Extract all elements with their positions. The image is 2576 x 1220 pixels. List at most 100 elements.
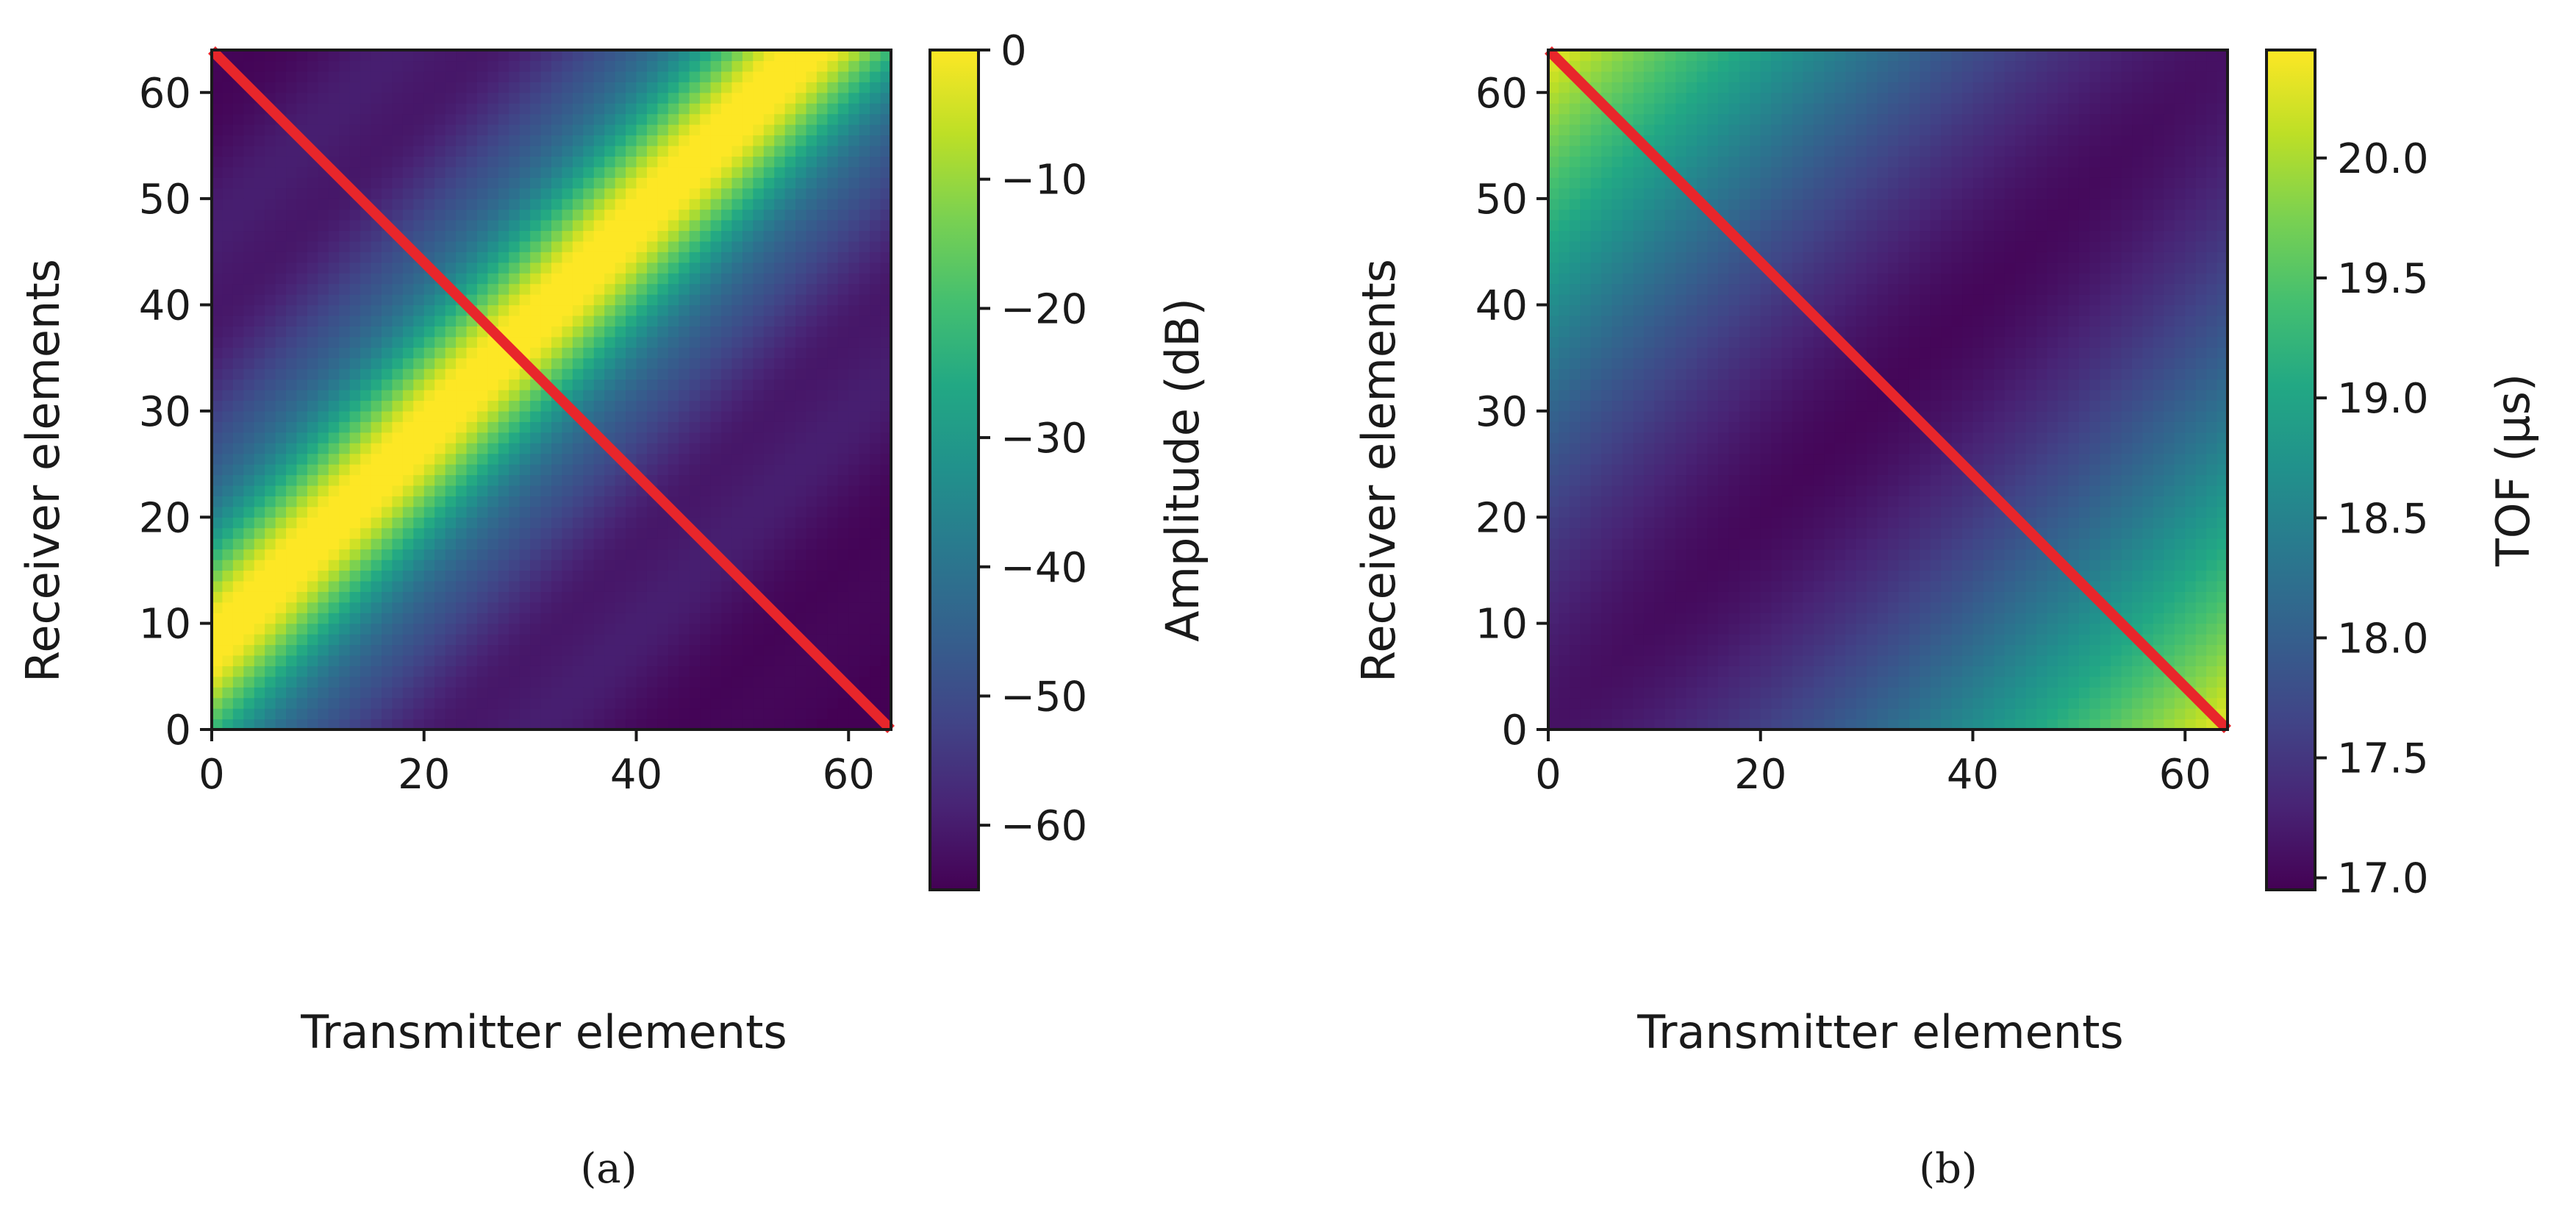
heatmap-cell <box>657 421 669 433</box>
heatmap-cell <box>753 549 765 560</box>
heatmap-cell <box>784 357 796 369</box>
heatmap-cell <box>731 453 743 465</box>
heatmap-cell <box>626 156 637 168</box>
heatmap-cell <box>445 527 457 539</box>
heatmap-cell <box>774 336 786 348</box>
heatmap-cell <box>753 708 765 720</box>
heatmap-cell <box>1548 538 1560 550</box>
heatmap-cell <box>254 570 265 582</box>
heatmap-cell <box>689 177 701 189</box>
heatmap-cell <box>731 687 743 699</box>
heatmap-cell <box>763 135 775 146</box>
heatmap-cell <box>721 623 733 635</box>
heatmap-cell <box>679 240 690 252</box>
heatmap-cell <box>604 538 616 550</box>
heatmap-cell <box>848 496 860 507</box>
heatmap-cell <box>509 326 520 338</box>
heatmap-cell <box>1654 443 1666 454</box>
heatmap-cell <box>1548 188 1560 199</box>
heatmap-cell <box>1548 336 1560 348</box>
heatmap-cell <box>296 220 308 232</box>
heatmap-cell <box>827 517 839 529</box>
heatmap-cell <box>1601 230 1613 242</box>
heatmap-cell <box>1686 687 1697 699</box>
heatmap-cell <box>870 357 881 369</box>
heatmap-cell <box>615 220 626 232</box>
heatmap-cell <box>551 443 563 454</box>
heatmap-cell <box>827 240 839 252</box>
x-axis-label-a: Transmitter elements <box>300 1005 787 1059</box>
heatmap-cell <box>731 252 743 263</box>
heatmap-cell <box>636 390 648 402</box>
heatmap-cell <box>1559 506 1570 518</box>
heatmap-cell <box>1569 379 1581 390</box>
heatmap-cell <box>392 517 404 529</box>
heatmap-cell <box>795 177 807 189</box>
heatmap-cell <box>572 188 584 199</box>
heatmap-cell <box>816 687 828 699</box>
heatmap-cell <box>243 188 255 199</box>
heatmap-cell <box>551 336 563 348</box>
heatmap-cell <box>870 580 881 592</box>
heatmap-cell <box>339 654 351 666</box>
heatmap-cell <box>265 230 276 242</box>
heatmap-cell <box>806 113 817 125</box>
heatmap-cell <box>679 315 690 327</box>
heatmap-cell <box>1654 506 1666 518</box>
heatmap-cell <box>232 283 244 295</box>
heatmap-cell <box>784 390 796 402</box>
heatmap-cell <box>700 560 712 571</box>
heatmap-cell <box>700 453 712 465</box>
heatmap-cell <box>222 262 234 274</box>
heatmap-cell <box>657 538 669 550</box>
heatmap-cell <box>1569 294 1581 306</box>
heatmap-cell <box>466 188 478 199</box>
heatmap-cell <box>423 676 435 688</box>
heatmap-cell <box>668 718 679 730</box>
heatmap-cell <box>487 538 499 550</box>
heatmap-cell <box>1654 697 1666 709</box>
heatmap-cell <box>880 82 892 93</box>
heatmap-cell <box>540 199 552 210</box>
heatmap-cell <box>498 368 509 380</box>
heatmap-cell <box>434 602 446 613</box>
heatmap-cell <box>626 718 637 730</box>
heatmap-cell <box>1611 273 1623 285</box>
heatmap-cell <box>371 357 382 369</box>
heatmap-cell <box>816 240 828 252</box>
heatmap-cell <box>307 357 318 369</box>
heatmap-cell <box>456 92 468 104</box>
heatmap-cell <box>1548 304 1560 316</box>
heatmap-cell <box>731 591 743 603</box>
heatmap-cell <box>721 443 733 454</box>
heatmap-cell <box>445 400 457 412</box>
heatmap-cell <box>848 506 860 518</box>
heatmap-cell <box>382 644 393 656</box>
heatmap-cell <box>243 50 255 62</box>
heatmap-cell <box>371 453 382 465</box>
heatmap-cell <box>604 262 616 274</box>
heatmap-cell <box>286 326 298 338</box>
heatmap-cell <box>700 634 712 646</box>
heatmap-cell <box>1590 443 1602 454</box>
heatmap-cell <box>721 230 733 242</box>
heatmap-cell <box>434 82 446 93</box>
heatmap-cell <box>646 549 658 560</box>
heatmap-cell <box>1611 485 1623 496</box>
heatmap-cell <box>837 443 849 454</box>
heatmap-cell <box>402 654 414 666</box>
heatmap-cell <box>1580 410 1592 422</box>
heatmap-cell <box>509 464 520 476</box>
heatmap-cell <box>212 199 223 210</box>
heatmap-cell <box>434 591 446 603</box>
heatmap-cell <box>774 654 786 666</box>
heatmap-cell <box>371 283 382 295</box>
heatmap-cell <box>689 315 701 327</box>
heatmap-cell <box>742 220 754 232</box>
heatmap-cell <box>254 634 265 646</box>
heatmap-cell <box>456 60 468 72</box>
heatmap-cell <box>859 336 870 348</box>
heatmap-cell <box>679 623 690 635</box>
heatmap-cell <box>1569 560 1581 571</box>
heatmap-cell <box>774 283 786 295</box>
